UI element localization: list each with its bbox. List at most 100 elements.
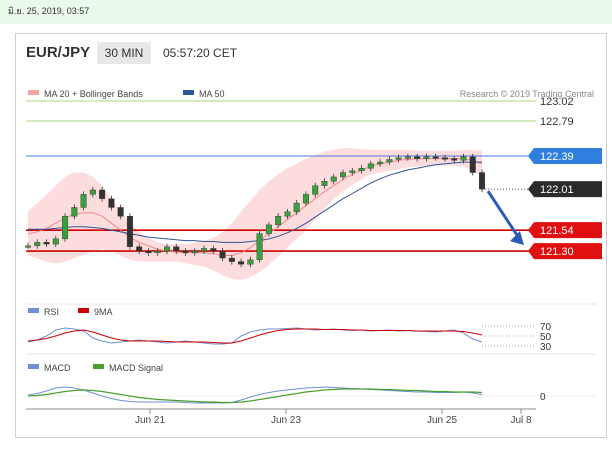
candle-body-37 xyxy=(367,163,374,169)
ma50-line xyxy=(28,161,482,243)
macd-signal-line xyxy=(27,388,483,404)
rsi-level-label-2: 30 xyxy=(540,342,552,353)
level-label-2: 122.39 xyxy=(540,151,574,163)
candle-body-45 xyxy=(441,157,448,160)
legend-label-1: MA 50 xyxy=(199,89,225,99)
candle-body-34 xyxy=(340,172,346,178)
top-bar: มิ.ย. 25, 2019, 03:57 xyxy=(0,0,612,24)
candle-body-27 xyxy=(275,215,282,226)
candle-body-20 xyxy=(210,248,217,252)
candle-body-36 xyxy=(358,167,365,172)
candle-body-48 xyxy=(469,156,476,173)
price-candles xyxy=(25,153,485,268)
macd-zero-label: 0 xyxy=(540,392,546,403)
candle-body-49 xyxy=(479,172,485,190)
candle-body-17 xyxy=(182,250,189,254)
candle-body-10 xyxy=(117,207,124,217)
candle-body-44 xyxy=(432,156,439,159)
credit-text: Research © 2019 Trading Central xyxy=(460,89,594,99)
candle-body-5 xyxy=(71,207,78,217)
candle-body-35 xyxy=(349,170,356,173)
x-tick-label-1: Jun 23 xyxy=(271,415,301,426)
candle-body-38 xyxy=(377,161,384,165)
macd-legend-label-0: MACD xyxy=(44,363,71,373)
candle-body-42 xyxy=(414,156,421,159)
ma-lines xyxy=(27,158,483,256)
candle-body-47 xyxy=(460,156,467,161)
candle-body-0 xyxy=(25,245,31,248)
forecast-arrow-head xyxy=(510,231,524,246)
timeframe-badge[interactable]: 30 MIN xyxy=(97,42,151,64)
candle-body-21 xyxy=(219,250,226,259)
candle-body-32 xyxy=(321,181,328,186)
rsi-legend-label-1: 9MA xyxy=(94,307,113,317)
candle-body-46 xyxy=(451,158,458,161)
candle-body-22 xyxy=(228,257,235,262)
candle-body-16 xyxy=(173,246,180,252)
level-label-4: 121.54 xyxy=(540,225,574,237)
candle-body-3 xyxy=(52,238,59,245)
level-label-3: 122.01 xyxy=(540,184,574,196)
x-tick-label-0: Jun 21 xyxy=(135,415,165,426)
candle-body-2 xyxy=(43,242,50,245)
rsi-legend-label-0: RSI xyxy=(44,307,59,317)
x-tick-label-2: Jun 25 xyxy=(427,415,457,426)
legend-swatch-0 xyxy=(28,90,39,95)
candle-body-39 xyxy=(386,159,393,163)
timestamp: มิ.ย. 25, 2019, 03:57 xyxy=(8,6,90,16)
rsi-level-label-1: 50 xyxy=(540,332,552,343)
rsi-legend-swatch-0 xyxy=(28,308,39,313)
candle-body-18 xyxy=(191,250,198,254)
x-tick-label-3: Jul 8 xyxy=(510,415,532,426)
chart-svg: MA 20 + Bollinger Bands MA 50 Research © … xyxy=(25,89,602,426)
x-axis: Jun 21 Jun 23 Jun 25 Jul 8 xyxy=(26,408,536,426)
candle-body-9 xyxy=(108,198,115,208)
candle-body-13 xyxy=(145,250,152,254)
level-tag-3 xyxy=(528,181,602,198)
candle-body-7 xyxy=(89,189,96,195)
forecast-arrow-shaft xyxy=(486,190,521,239)
level-label-0: 123.02 xyxy=(540,96,574,108)
candle-body-40 xyxy=(395,157,402,160)
candle-body-12 xyxy=(136,246,143,252)
candle-body-14 xyxy=(154,250,161,254)
level-label-5: 121.30 xyxy=(540,246,574,258)
legend-label-0: MA 20 + Bollinger Bands xyxy=(44,89,143,99)
macd-legend-swatch-0 xyxy=(28,364,39,369)
candle-body-28 xyxy=(284,211,291,217)
candle-body-30 xyxy=(302,194,309,204)
candle-body-31 xyxy=(312,185,319,195)
candle-body-24 xyxy=(247,259,254,265)
macd-panel: MACD MACD Signal 0 xyxy=(26,363,596,404)
level-tags: 123.02 122.79 122.39 122.01 121.54 121.30 xyxy=(528,96,602,260)
legend-swatch-1 xyxy=(183,90,194,95)
candle-body-8 xyxy=(99,189,106,199)
rsi-level-label-0: 70 xyxy=(540,322,552,333)
candle-body-25 xyxy=(256,233,263,261)
candle-body-41 xyxy=(404,156,411,159)
candle-body-19 xyxy=(201,248,208,252)
macd-legend-swatch-1 xyxy=(93,364,104,369)
time-label: 05:57:20 CET xyxy=(163,46,238,60)
macd-line xyxy=(27,386,483,404)
candle-body-11 xyxy=(126,215,133,247)
rsi-9ma-line xyxy=(27,328,483,344)
level-tag-4 xyxy=(528,222,602,239)
candle-body-15 xyxy=(163,246,170,252)
level-label-1: 122.79 xyxy=(540,116,574,128)
macd-legend-label-1: MACD Signal xyxy=(109,363,163,373)
level-tag-2 xyxy=(528,147,602,164)
level-tag-5 xyxy=(528,243,602,260)
forecast-arrow xyxy=(486,190,524,246)
candle-body-29 xyxy=(293,202,300,213)
candle-body-6 xyxy=(80,194,87,208)
price-legend: MA 20 + Bollinger Bands MA 50 xyxy=(28,89,225,99)
rsi-legend-swatch-1 xyxy=(78,308,89,313)
candle-body-1 xyxy=(34,242,41,247)
symbol-label: EUR/JPY xyxy=(26,44,91,61)
chart-card: EUR/JPY 30 MIN 05:57:20 CET MA 20 + Boll… xyxy=(15,33,607,438)
candle-body-23 xyxy=(238,261,245,265)
candle-body-33 xyxy=(330,176,337,182)
candle-body-43 xyxy=(423,156,430,159)
